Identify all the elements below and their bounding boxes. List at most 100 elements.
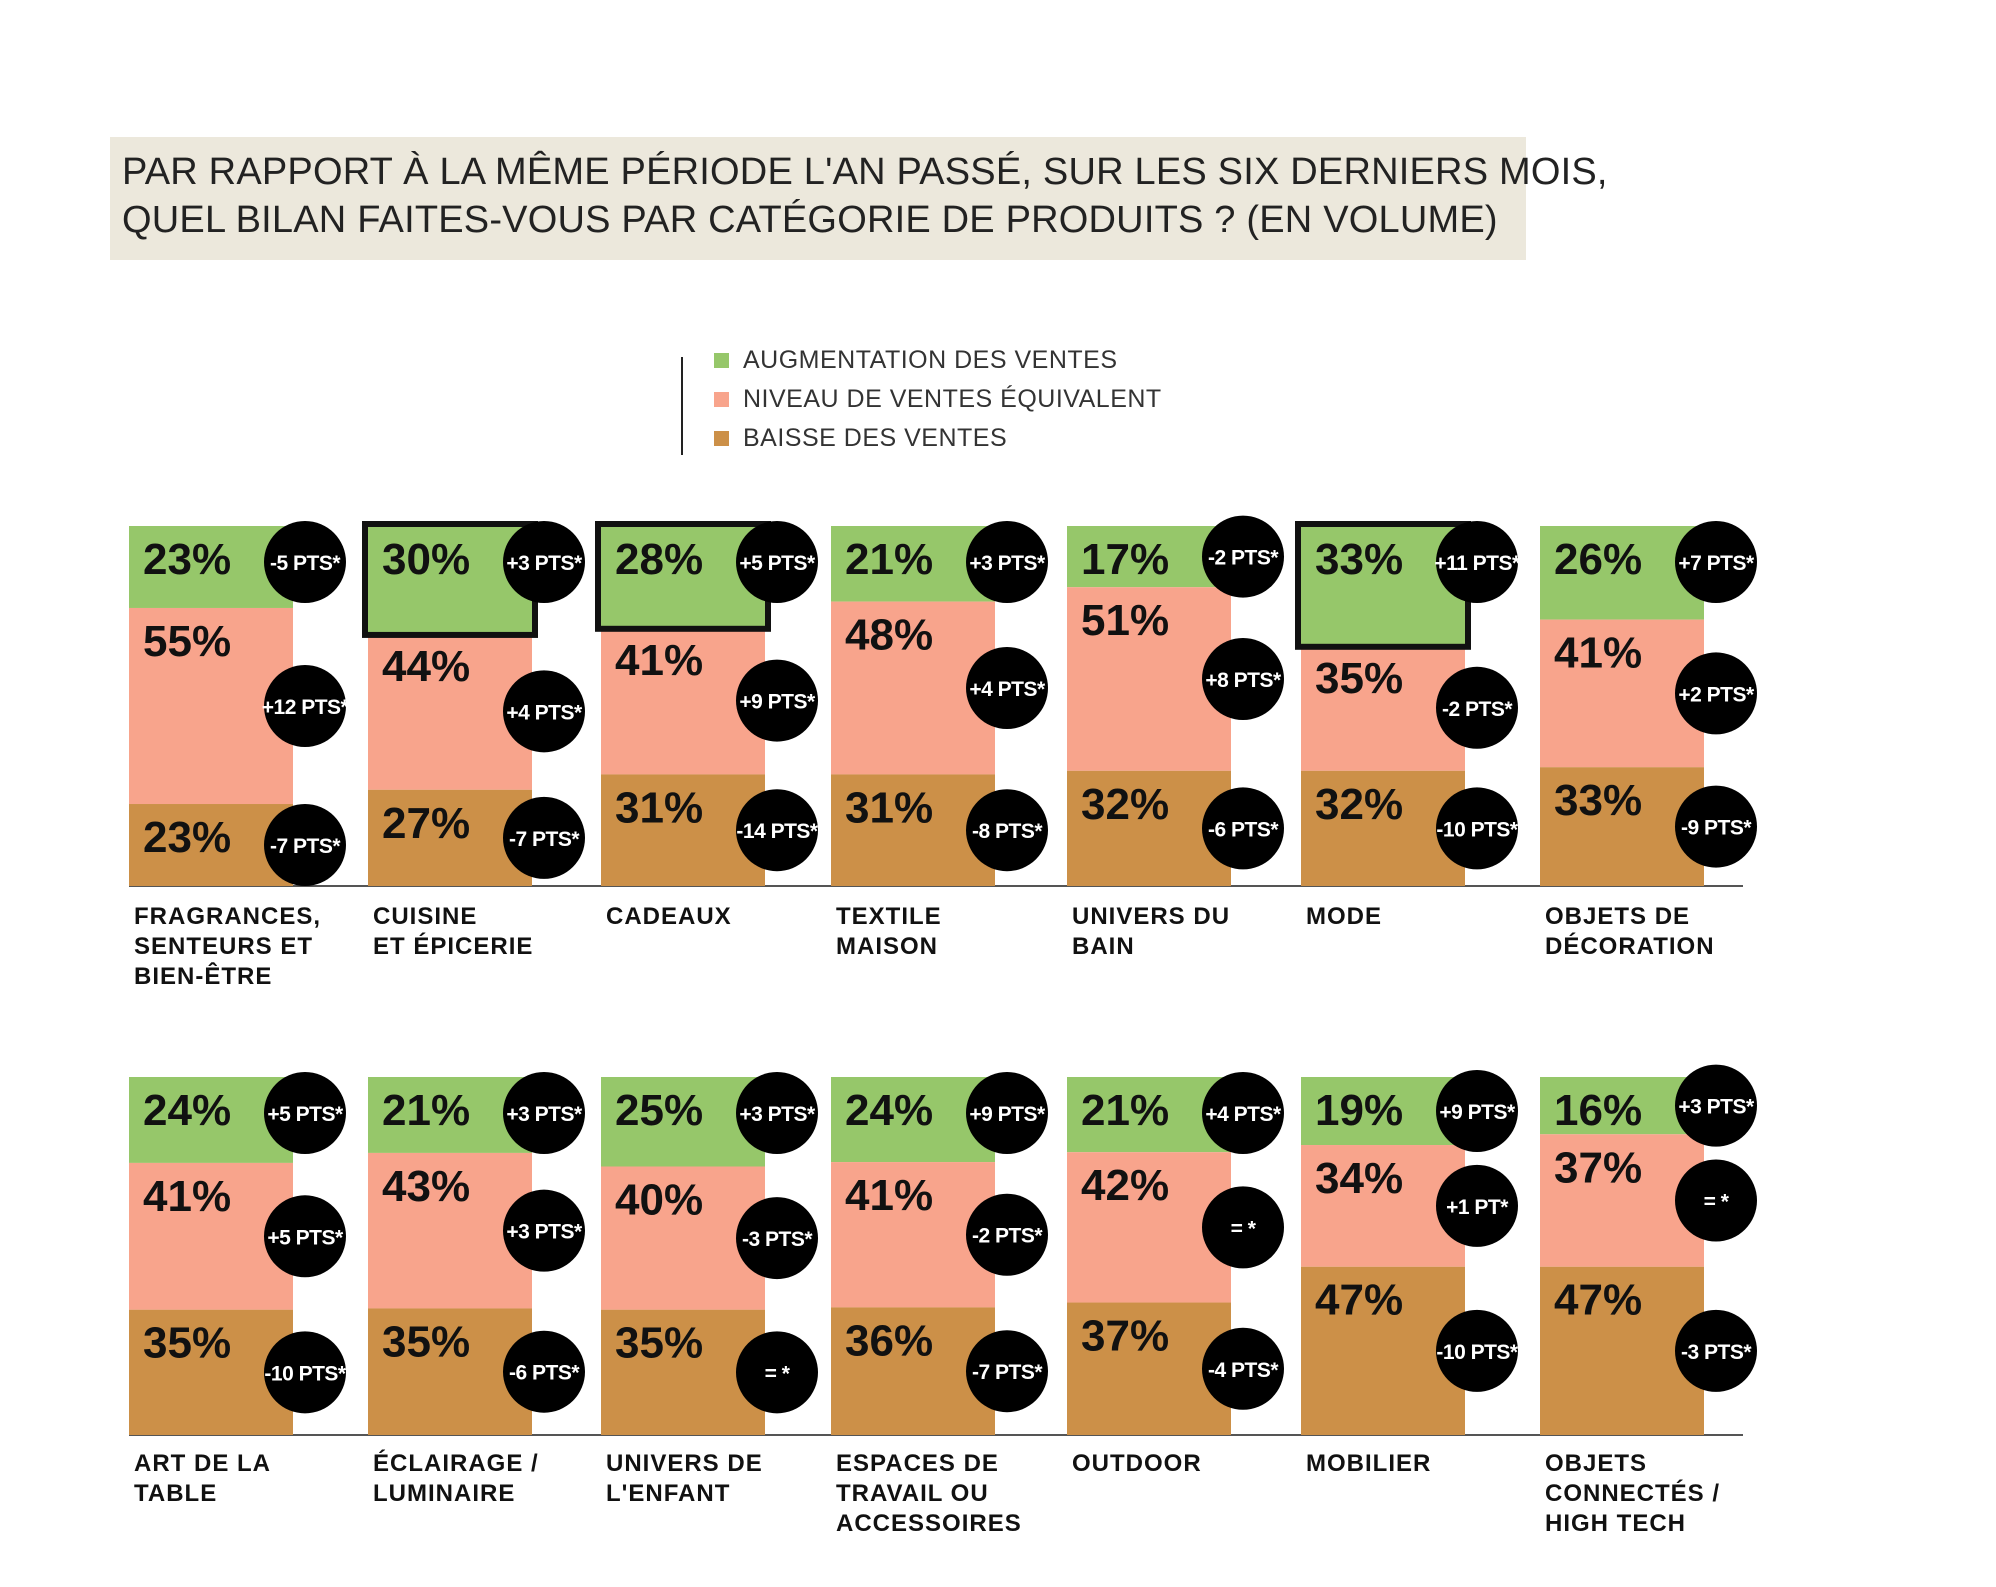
category-label: LUMINAIRE xyxy=(373,1480,515,1507)
category-label: CUISINE xyxy=(373,903,477,930)
value-label-equivalent: 55% xyxy=(143,617,231,666)
value-label-baisse: 37% xyxy=(1081,1312,1169,1361)
value-label-equivalent: 37% xyxy=(1554,1143,1642,1192)
delta-bubble-baisse xyxy=(1436,787,1518,870)
delta-label-baisse: -6 PTS* xyxy=(509,1362,580,1385)
category-label: L'ENFANT xyxy=(606,1480,730,1507)
delta-label-equivalent: +4 PTS* xyxy=(969,678,1046,701)
delta-label-augmentation: -2 PTS* xyxy=(1208,547,1279,570)
value-label-baisse: 23% xyxy=(143,813,231,862)
category-label: UNIVERS DU xyxy=(1072,903,1230,930)
delta-bubble-equivalent xyxy=(264,665,346,747)
category-group: 33% 35% 32% +11 PTS* -2 PTS* -10 PTS* MODE xyxy=(1295,521,1521,930)
value-label-augmentation: 17% xyxy=(1081,535,1169,584)
delta-bubble-equivalent xyxy=(503,670,585,753)
delta-label-baisse: -14 PTS* xyxy=(736,820,819,843)
delta-label-equivalent: +12 PTS* xyxy=(262,696,350,719)
delta-label-baisse: -8 PTS* xyxy=(972,820,1043,843)
value-label-equivalent: 42% xyxy=(1081,1161,1169,1210)
category-group: 16% 37% 47% +3 PTS* = * -3 PTS* OBJETSCONNECTÉ… xyxy=(1540,1064,1757,1537)
category-label: UNIVERS DE xyxy=(606,1450,763,1477)
legend-swatch-baisse xyxy=(714,430,729,446)
category-group: 21% 43% 35% +3 PTS* +3 PTS* -6 PTS* ÉCLAIRAGE … xyxy=(368,1072,585,1507)
delta-label-augmentation: -5 PTS* xyxy=(270,552,341,575)
chart-title-line-1: PAR RAPPORT À LA MÊME PÉRIODE L'AN PASSÉ… xyxy=(122,151,1608,193)
delta-label-equivalent: -2 PTS* xyxy=(1442,698,1513,721)
category-label: TABLE xyxy=(134,1480,217,1507)
legend-label-equivalent: NIVEAU DE VENTES ÉQUIVALENT xyxy=(743,384,1162,413)
legend-swatch-equivalent xyxy=(714,391,729,407)
value-label-equivalent: 41% xyxy=(1554,629,1642,678)
value-label-equivalent: 43% xyxy=(382,1162,470,1211)
delta-label-equivalent: +4 PTS* xyxy=(506,701,583,724)
value-label-baisse: 35% xyxy=(143,1319,231,1368)
delta-bubble-baisse xyxy=(503,796,585,879)
value-label-baisse: 33% xyxy=(1554,776,1642,825)
category-group: 23% 55% 23% -5 PTS* +12 PTS* -7 PTS* FRAGRANCE… xyxy=(129,521,350,990)
category-label: TRAVAIL OU xyxy=(836,1480,989,1507)
delta-bubble-augmentation xyxy=(1202,515,1284,598)
category-label: OUTDOOR xyxy=(1072,1450,1202,1477)
value-label-augmentation: 24% xyxy=(143,1086,231,1135)
legend-label-baisse: BAISSE DES VENTES xyxy=(743,423,1008,452)
delta-label-augmentation: +7 PTS* xyxy=(1678,552,1755,575)
value-label-augmentation: 25% xyxy=(615,1086,703,1135)
value-label-augmentation: 21% xyxy=(382,1086,470,1135)
value-label-baisse: 31% xyxy=(615,783,703,832)
delta-label-equivalent: +8 PTS* xyxy=(1205,669,1282,692)
bar-segment-augmentation xyxy=(368,526,532,633)
delta-label-baisse: -6 PTS* xyxy=(1208,818,1279,841)
value-label-baisse: 32% xyxy=(1315,780,1403,829)
category-group: 24% 41% 36% +9 PTS* -2 PTS* -7 PTS* ESPACES DE… xyxy=(831,1072,1048,1537)
delta-label-equivalent: = * xyxy=(1704,1191,1730,1214)
category-label: OBJETS xyxy=(1545,1450,1647,1477)
legend-divider xyxy=(681,357,683,455)
bar-segment-augmentation xyxy=(1301,526,1465,645)
value-label-baisse: 31% xyxy=(845,783,933,832)
delta-label-augmentation: +3 PTS* xyxy=(969,552,1046,575)
value-label-baisse: 27% xyxy=(382,799,470,848)
delta-bubble-augmentation xyxy=(1202,1072,1284,1154)
delta-bubble-augmentation xyxy=(966,1072,1048,1154)
value-label-augmentation: 21% xyxy=(1081,1086,1169,1135)
category-label: BAIN xyxy=(1072,933,1135,960)
chart-title-line-2: QUEL BILAN FAITES-VOUS PAR CATÉGORIE DE … xyxy=(122,199,1498,241)
delta-bubble-baisse xyxy=(1202,1327,1284,1410)
category-label: MAISON xyxy=(836,933,938,960)
value-label-augmentation: 26% xyxy=(1554,535,1642,584)
value-label-baisse: 35% xyxy=(615,1319,703,1368)
delta-bubble-baisse xyxy=(736,1331,818,1414)
delta-bubble-equivalent xyxy=(736,1197,818,1280)
delta-bubble-augmentation xyxy=(1675,1064,1757,1147)
category-label: ÉCLAIRAGE / xyxy=(373,1449,539,1477)
delta-label-baisse: -4 PTS* xyxy=(1208,1359,1279,1382)
delta-label-augmentation: +3 PTS* xyxy=(506,552,583,575)
value-label-equivalent: 41% xyxy=(845,1171,933,1220)
delta-bubble-augmentation xyxy=(736,521,818,603)
delta-label-baisse: -3 PTS* xyxy=(1681,1341,1752,1364)
category-label: TEXTILE xyxy=(836,903,942,930)
delta-label-equivalent: +1 PT* xyxy=(1446,1196,1509,1219)
delta-bubble-augmentation xyxy=(1436,1070,1518,1153)
delta-label-augmentation: +3 PTS* xyxy=(506,1103,583,1126)
delta-label-baisse: -10 PTS* xyxy=(1436,1341,1519,1364)
delta-label-augmentation: +11 PTS* xyxy=(1434,552,1521,575)
delta-bubble-augmentation xyxy=(264,521,346,603)
delta-bubble-equivalent xyxy=(1436,666,1518,749)
delta-bubble-equivalent xyxy=(736,659,818,742)
value-label-equivalent: 34% xyxy=(1315,1154,1403,1203)
delta-label-baisse: -10 PTS* xyxy=(1436,818,1519,841)
category-group: 26% 41% 33% +7 PTS* +2 PTS* -9 PTS* OBJETS DED… xyxy=(1540,521,1757,960)
value-label-augmentation: 23% xyxy=(143,535,231,584)
delta-label-baisse: -7 PTS* xyxy=(972,1361,1043,1384)
value-label-equivalent: 44% xyxy=(382,642,470,691)
delta-bubble-equivalent xyxy=(1436,1164,1518,1247)
delta-bubble-augmentation xyxy=(503,521,585,603)
delta-label-equivalent: +2 PTS* xyxy=(1678,683,1755,706)
delta-label-equivalent: -3 PTS* xyxy=(742,1228,813,1251)
category-label: SENTEURS ET xyxy=(134,933,313,960)
delta-label-baisse: -7 PTS* xyxy=(270,835,341,858)
delta-label-augmentation: +4 PTS* xyxy=(1205,1103,1282,1126)
delta-bubble-baisse xyxy=(1675,785,1757,868)
